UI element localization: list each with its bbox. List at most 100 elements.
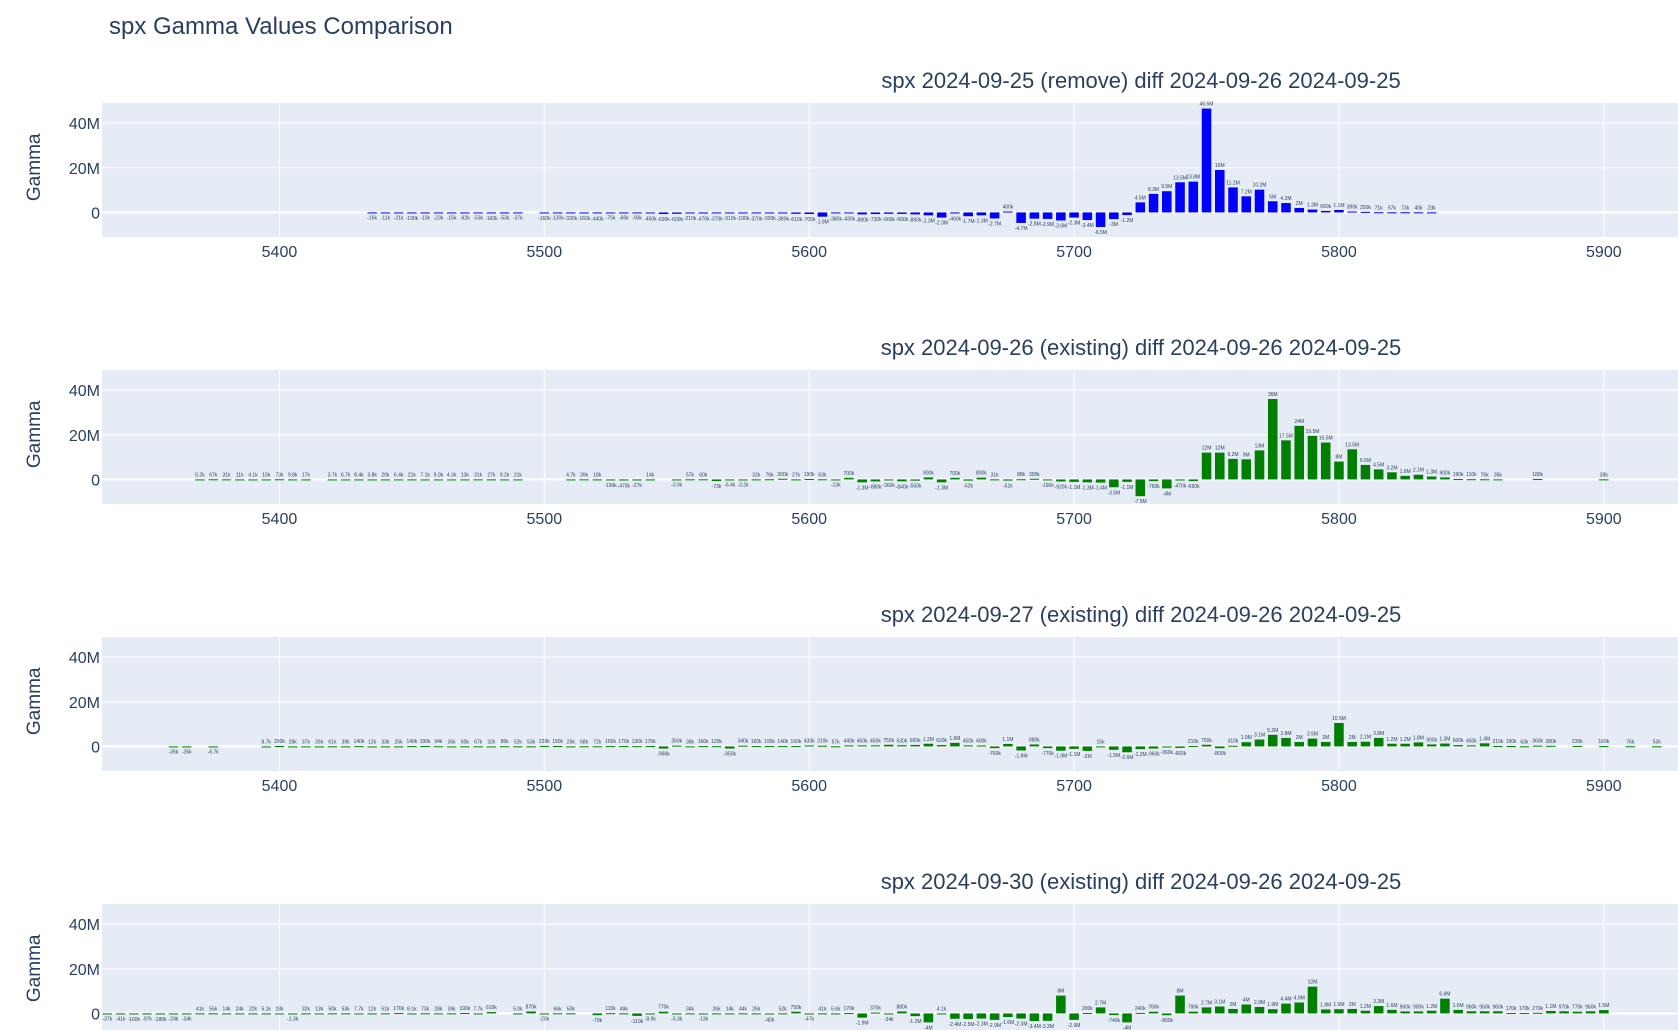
bar[interactable] (181, 1013, 192, 1015)
bar[interactable] (844, 745, 854, 747)
bar[interactable] (1109, 746, 1119, 750)
bar[interactable] (1122, 212, 1132, 216)
bar[interactable] (711, 1013, 722, 1015)
bar[interactable] (287, 746, 298, 748)
bar[interactable] (1135, 1012, 1146, 1014)
bar[interactable] (1440, 743, 1450, 747)
bar[interactable] (367, 746, 377, 748)
bar[interactable] (592, 1013, 603, 1016)
bar[interactable] (1400, 743, 1410, 747)
bar[interactable] (1281, 203, 1291, 213)
bar[interactable] (1188, 479, 1199, 481)
bar[interactable] (698, 746, 709, 748)
bar[interactable] (1506, 746, 1516, 748)
bar[interactable] (804, 745, 814, 747)
bar[interactable] (1572, 745, 1583, 747)
bar[interactable] (1241, 459, 1252, 480)
bar[interactable] (910, 479, 920, 481)
bar[interactable] (817, 212, 828, 217)
bar[interactable] (1016, 1013, 1026, 1019)
bar[interactable] (1347, 741, 1357, 747)
bar[interactable] (777, 212, 788, 214)
bar[interactable] (1294, 425, 1304, 480)
bar[interactable] (791, 212, 801, 214)
bar[interactable] (870, 479, 881, 482)
bar[interactable] (804, 1013, 814, 1015)
bar[interactable] (870, 212, 881, 215)
bar[interactable] (698, 212, 709, 214)
bar[interactable] (1095, 1007, 1106, 1014)
bar[interactable] (566, 746, 576, 748)
bar[interactable] (1373, 469, 1384, 480)
bar[interactable] (592, 212, 603, 214)
bar[interactable] (1109, 479, 1119, 488)
bar[interactable] (499, 746, 510, 748)
bar[interactable] (420, 212, 430, 214)
bar[interactable] (1440, 998, 1450, 1014)
bar[interactable] (420, 1013, 430, 1015)
bar[interactable] (566, 1013, 576, 1015)
bar[interactable] (1056, 995, 1066, 1014)
bar[interactable] (1493, 479, 1503, 481)
bar[interactable] (1069, 1013, 1079, 1020)
bar[interactable] (539, 745, 550, 747)
bar[interactable] (923, 1013, 934, 1023)
bar[interactable] (499, 212, 510, 214)
bar[interactable] (513, 479, 523, 481)
bar[interactable] (632, 212, 642, 214)
bar[interactable] (857, 745, 867, 747)
bar[interactable] (1506, 1013, 1516, 1015)
bar[interactable] (923, 477, 934, 480)
bar[interactable] (142, 1013, 152, 1015)
bar[interactable] (751, 212, 762, 214)
bar[interactable] (1003, 743, 1013, 747)
bar[interactable] (724, 212, 735, 214)
bar[interactable] (1599, 1010, 1609, 1014)
bar[interactable] (1267, 734, 1278, 747)
bar[interactable] (1228, 458, 1238, 480)
bar[interactable] (433, 1013, 444, 1015)
bar[interactable] (301, 1013, 311, 1015)
bar[interactable] (1281, 440, 1291, 480)
bar[interactable] (1479, 1011, 1490, 1014)
bar[interactable] (804, 479, 814, 481)
bar[interactable] (751, 479, 762, 481)
bar[interactable] (261, 479, 271, 481)
bar[interactable] (1042, 1013, 1053, 1021)
bar[interactable] (407, 746, 417, 748)
bar[interactable] (844, 212, 854, 214)
bar[interactable] (632, 1013, 642, 1016)
bar[interactable] (1042, 479, 1053, 481)
bar[interactable] (724, 1013, 735, 1015)
bar[interactable] (195, 479, 205, 481)
bar[interactable] (976, 1013, 987, 1019)
bar[interactable] (1413, 474, 1424, 480)
bar[interactable] (1294, 207, 1304, 213)
bar[interactable] (989, 479, 1000, 481)
bar[interactable] (658, 1011, 669, 1014)
bar[interactable] (989, 212, 1000, 219)
bar[interactable] (1016, 212, 1026, 223)
bar[interactable] (393, 479, 404, 481)
bar[interactable] (1201, 108, 1212, 213)
bar[interactable] (1546, 1010, 1556, 1014)
bar[interactable] (486, 1012, 497, 1014)
bar[interactable] (1320, 442, 1331, 480)
bar[interactable] (619, 746, 629, 748)
bar[interactable] (751, 1013, 762, 1015)
bar[interactable] (407, 479, 417, 481)
bar[interactable] (1479, 743, 1490, 747)
bar[interactable] (1440, 477, 1450, 480)
bar[interactable] (1029, 212, 1040, 219)
bar[interactable] (764, 746, 775, 748)
bar[interactable] (486, 746, 497, 748)
bar[interactable] (632, 746, 642, 748)
bar[interactable] (1016, 479, 1026, 481)
bar[interactable] (711, 746, 722, 748)
bar[interactable] (883, 479, 894, 481)
bar[interactable] (976, 212, 987, 216)
bar[interactable] (764, 1013, 775, 1015)
bar[interactable] (367, 212, 377, 214)
bar[interactable] (857, 212, 867, 215)
bar[interactable] (460, 212, 470, 214)
